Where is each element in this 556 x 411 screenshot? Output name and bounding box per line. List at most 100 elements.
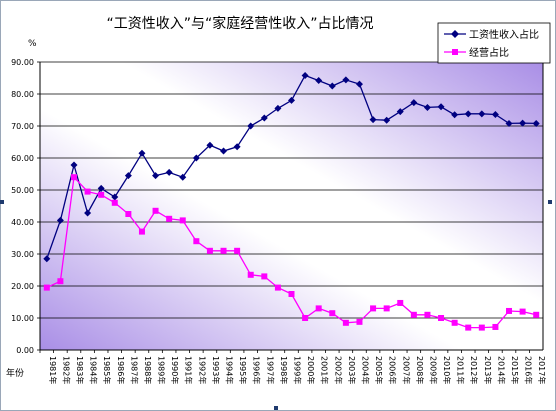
data-point-business — [465, 324, 472, 331]
x-tick-label: 2005年 — [374, 356, 384, 384]
data-point-business — [274, 284, 281, 291]
data-point-business — [166, 215, 173, 222]
data-point-wage — [165, 168, 173, 176]
x-tick-label: 2016年 — [524, 356, 534, 384]
y-tick-label: 0.00 — [16, 346, 34, 355]
x-tick-label: 2001年 — [320, 356, 330, 384]
legend-box — [437, 22, 551, 64]
data-point-business — [397, 299, 404, 306]
x-tick-label: 2013年 — [483, 356, 493, 384]
data-point-wage — [152, 172, 160, 180]
x-tick-labels: 1981年 1982年 1983年 1984年 1985年 1986年 1987年 1988年… — [39, 350, 547, 384]
data-point-wage — [369, 116, 377, 124]
y-tick-labels: 0.00 10.00 20.00 30.00 40.00 50.00 60.00 70.00 8… — [11, 58, 34, 355]
data-point-wage — [505, 119, 513, 127]
data-point-wage — [97, 184, 105, 192]
data-point-wage — [301, 71, 309, 79]
x-tick-label: 1998年 — [279, 356, 289, 384]
series-layer — [43, 71, 540, 331]
chart-title: “工资性收入”与“家庭经营性收入”占比情况 — [106, 15, 373, 32]
y-tick-label: 20.00 — [11, 282, 34, 291]
data-point-business — [234, 247, 241, 254]
data-point-business — [111, 199, 118, 206]
data-point-wage — [247, 122, 255, 130]
x-tick-label: 1981年 — [48, 356, 58, 384]
data-point-business — [478, 324, 485, 331]
data-point-wage — [206, 141, 214, 149]
data-point-wage — [43, 255, 51, 263]
data-point-wage — [383, 116, 391, 124]
data-point-business — [383, 305, 390, 312]
data-point-wage — [464, 110, 472, 118]
data-point-wage — [532, 119, 540, 127]
data-point-wage — [396, 108, 404, 116]
x-tick-label: 2015年 — [510, 356, 520, 384]
data-point-business — [220, 247, 227, 254]
data-point-business — [370, 305, 377, 312]
x-tick-label: 1982年 — [61, 356, 71, 384]
x-tick-label: 1985年 — [102, 356, 112, 384]
data-point-business — [342, 319, 349, 326]
y-axis-unit: % — [28, 39, 37, 49]
data-point-wage — [233, 143, 241, 151]
x-axis-unit: 年份 — [6, 367, 24, 379]
x-tick-label: 2007年 — [401, 356, 411, 384]
y-tick-label: 30.00 — [11, 250, 34, 259]
data-point-business — [329, 310, 336, 317]
data-point-wage — [410, 99, 418, 107]
x-tick-label: 2006年 — [388, 356, 398, 384]
x-tick-label: 1990年 — [170, 356, 180, 384]
data-point-wage — [260, 114, 268, 122]
x-tick-label: 1995年 — [238, 356, 248, 384]
x-tick-label: 2002年 — [333, 356, 343, 384]
data-point-business — [451, 319, 458, 326]
handle-bottom[interactable] — [274, 406, 278, 410]
x-tick-label: 1986年 — [116, 356, 126, 384]
x-tick-label: 2011年 — [456, 356, 466, 384]
y-tick-label: 80.00 — [11, 90, 34, 99]
data-point-business — [70, 174, 77, 181]
resize-handles[interactable] — [0, 200, 552, 410]
data-point-business — [506, 307, 513, 314]
data-point-business — [193, 238, 200, 245]
data-point-business — [57, 278, 64, 285]
y-tick-label: 70.00 — [11, 122, 34, 131]
x-tick-label: 1992年 — [197, 356, 207, 384]
data-point-wage — [124, 172, 132, 180]
data-point-business — [302, 315, 309, 321]
data-point-business — [410, 311, 417, 318]
data-point-wage — [451, 111, 459, 119]
data-point-business — [206, 247, 213, 254]
x-tick-label: 2012年 — [469, 356, 479, 384]
x-tick-label: 1994年 — [225, 356, 235, 384]
y-tick-label: 90.00 — [11, 58, 34, 67]
plot-area — [40, 62, 543, 350]
legend-label-business: 经营占比 — [469, 46, 509, 59]
data-point-wage — [342, 76, 350, 84]
handle-left[interactable] — [0, 200, 4, 204]
data-point-business — [519, 308, 526, 315]
x-tick-label: 2004年 — [360, 356, 370, 384]
x-tick-label: 1987年 — [129, 356, 139, 384]
y-tick-label: 10.00 — [11, 314, 34, 323]
x-tick-label: 1991年 — [184, 356, 194, 384]
axes — [39, 62, 544, 351]
data-point-business — [356, 318, 363, 325]
x-tick-label: 1996年 — [252, 356, 262, 384]
data-point-wage — [478, 110, 486, 118]
data-point-wage — [84, 209, 92, 217]
data-point-business — [125, 211, 132, 217]
x-tick-label: 2010年 — [442, 356, 452, 384]
legend-label-wage: 工资性收入占比 — [469, 28, 539, 41]
y-tick-label: 60.00 — [11, 154, 34, 163]
data-point-business — [424, 311, 431, 318]
handle-right[interactable] — [548, 200, 552, 204]
x-tick-label: 2008年 — [415, 356, 425, 384]
x-tick-label: 1988年 — [143, 356, 153, 384]
data-point-business — [438, 315, 445, 321]
x-tick-label: 2000年 — [306, 356, 316, 384]
y-tick-label: 50.00 — [11, 186, 34, 195]
legend: 工资性收入占比 经营占比 — [437, 22, 551, 64]
x-tick-label: 2003年 — [347, 356, 357, 384]
